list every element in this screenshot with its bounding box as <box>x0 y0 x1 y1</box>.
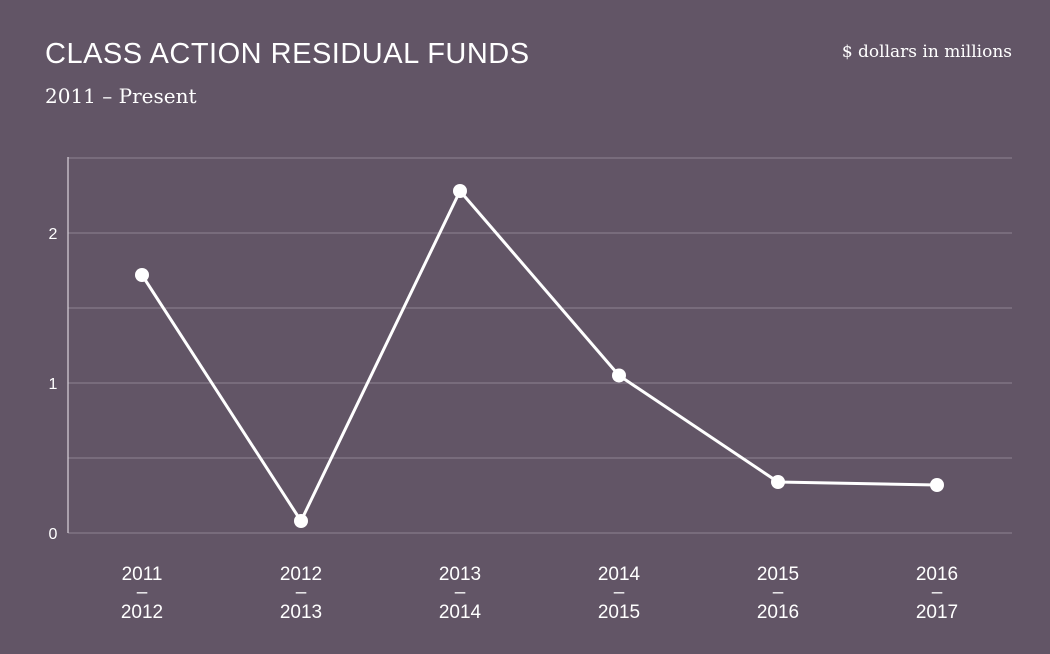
x-tick-label: 2014–2015 <box>598 564 641 623</box>
chart-subtitle: 2011 – Present <box>45 84 197 108</box>
x-tick-labels: 2011–2012 2012–2013 2013–2014 2014–2015 2015… <box>121 564 958 623</box>
data-point <box>771 475 785 489</box>
x-tick-label: 2015–2016 <box>757 564 799 623</box>
chart-title: CLASS ACTION RESIDUAL FUNDS <box>45 38 530 70</box>
x-tick-label: 2011–2012 <box>121 564 163 623</box>
y-tick-labels: 0 1 2 <box>49 226 58 543</box>
data-point <box>612 368 626 383</box>
data-point <box>135 268 149 282</box>
x-tick-label: 2013–2014 <box>439 564 482 623</box>
data-point <box>294 514 308 528</box>
x-tick-label: 2016–2017 <box>916 564 958 623</box>
series-line <box>140 189 938 523</box>
gridlines <box>68 157 1012 534</box>
y-tick-label: 0 <box>49 526 58 543</box>
units-label: $ dollars in millions <box>841 42 1012 62</box>
data-point <box>453 184 467 198</box>
x-tick-label: 2012–2013 <box>280 564 322 623</box>
series-1 <box>135 184 944 528</box>
data-point <box>930 478 944 492</box>
y-tick-label: 1 <box>49 376 58 393</box>
y-tick-label: 2 <box>49 226 58 243</box>
